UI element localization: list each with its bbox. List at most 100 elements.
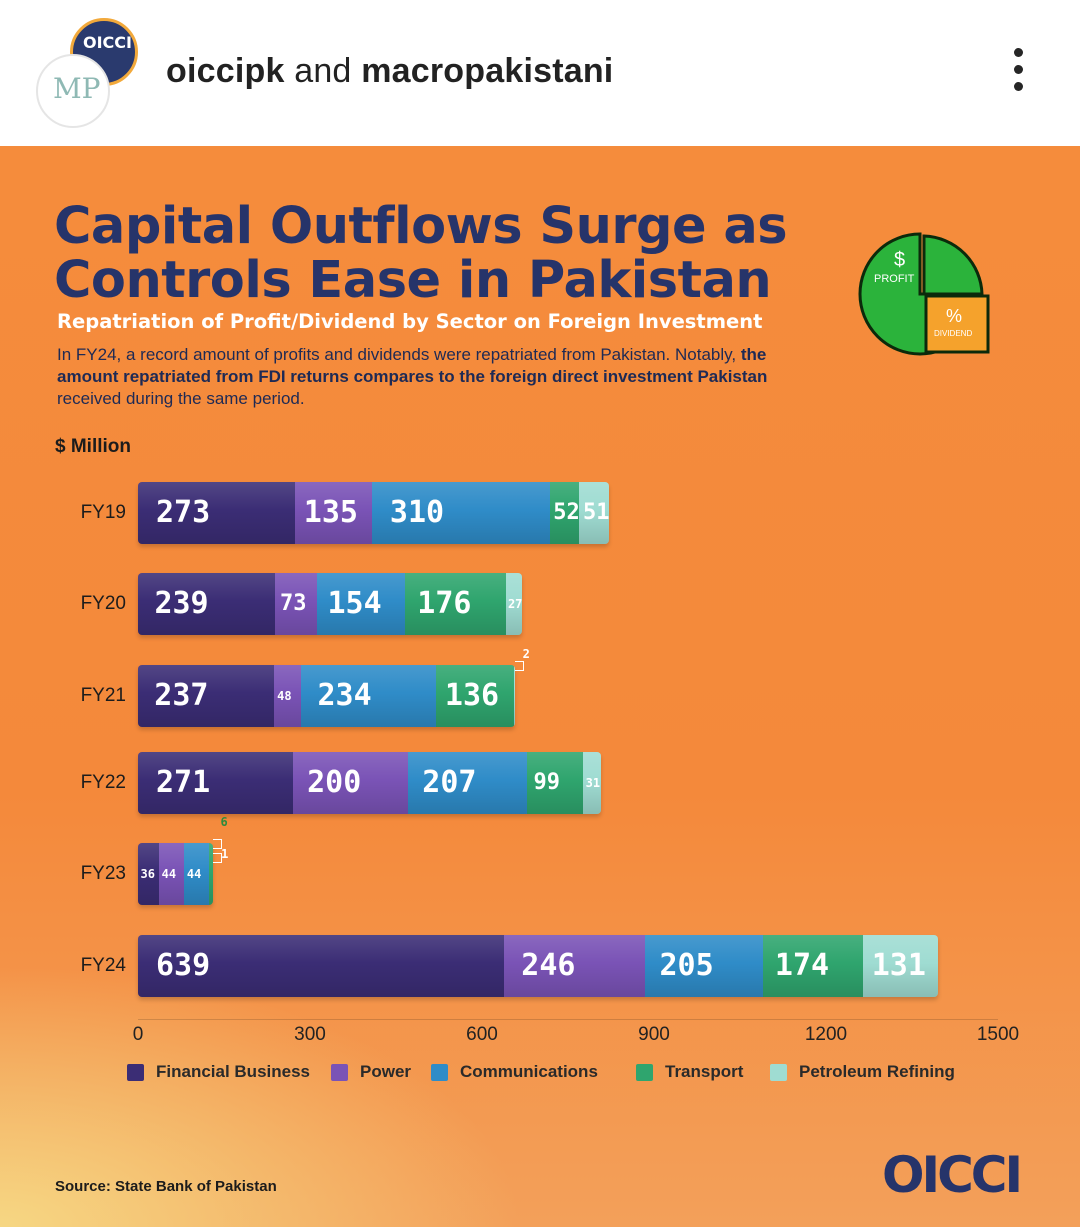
bar-segment-fy24-transport bbox=[762, 935, 863, 997]
data-label-fy22-communications: 207 bbox=[422, 765, 477, 800]
data-label-fy21-power: 48 bbox=[277, 689, 292, 703]
chart-subtitle: Repatriation of Profit/Dividend by Secto… bbox=[57, 310, 763, 333]
data-label-fy22-power: 200 bbox=[307, 765, 362, 800]
x-tick-900: 900 bbox=[638, 1024, 670, 1045]
row-label-fy24: FY24 bbox=[80, 955, 126, 976]
source-note: Source: State Bank of Pakistan bbox=[55, 1178, 277, 1195]
bar-segment-fy20-financial-business bbox=[138, 573, 276, 635]
x-tick-600: 600 bbox=[466, 1024, 498, 1045]
bar-segment-fy21-petroleum-refining bbox=[513, 665, 515, 727]
bar-fy21: 237 48 234 136 bbox=[138, 665, 515, 727]
oicci-logo: OICCI bbox=[882, 1146, 1023, 1204]
bar-segment-fy21-financial-business bbox=[138, 665, 274, 727]
bar-segment-fy23-financial-business bbox=[138, 843, 159, 905]
legend-swatch bbox=[770, 1063, 787, 1081]
bar-segment-fy22-power bbox=[293, 752, 409, 814]
bar-fy23: 36 44 44 bbox=[138, 843, 214, 905]
data-label-fy24-petroleum-refining: 131 bbox=[871, 948, 926, 983]
bar-segment-fy20-communications bbox=[316, 573, 406, 635]
desc-part-1: In FY24, a record amount of profits and … bbox=[57, 345, 741, 364]
data-label-fy20-communications: 154 bbox=[327, 586, 382, 621]
legend-item-petroleum-refining: Petroleum Refining bbox=[770, 1062, 955, 1082]
legend-swatch bbox=[127, 1063, 144, 1081]
pie-label-dividend: DIVIDEND bbox=[934, 329, 972, 338]
bar-segment-fy23-petroleum-refining bbox=[212, 843, 214, 905]
account-link-macropakistani[interactable]: macropakistani bbox=[361, 52, 614, 90]
legend-label: Transport bbox=[665, 1062, 744, 1081]
data-label-fy19-petroleum-refining: 51 bbox=[582, 500, 609, 525]
data-label-fy24-financial-business: 639 bbox=[156, 948, 211, 983]
bar-fy19: 273 135 310 52 51 bbox=[138, 482, 609, 544]
data-label-fy21-transport: 136 bbox=[444, 678, 500, 713]
row-label-fy20: FY20 bbox=[80, 593, 126, 614]
macropakistani-avatar[interactable]: MP bbox=[36, 54, 110, 128]
data-label-fy23-communications: 44 bbox=[186, 867, 202, 881]
legend-item-transport: Transport bbox=[636, 1062, 743, 1082]
data-label-fy23-financial-business: 36 bbox=[140, 867, 155, 881]
desc-part-2: received during the same period. bbox=[57, 389, 305, 408]
chart-description: In FY24, a record amount of profits and … bbox=[57, 344, 817, 410]
bar-segment-fy20-transport bbox=[405, 573, 507, 635]
bar-segment-fy24-power bbox=[504, 935, 646, 997]
data-label-fy19-financial-business: 273 bbox=[156, 495, 211, 530]
data-label-fy23-transport: 6 bbox=[220, 815, 228, 829]
data-label-fy21-financial-business: 237 bbox=[154, 678, 209, 713]
bar-segment-fy19-communications bbox=[371, 482, 550, 544]
legend-swatch bbox=[431, 1063, 448, 1081]
bar-segment-fy19-power bbox=[294, 482, 372, 544]
legend-label: Petroleum Refining bbox=[799, 1062, 955, 1081]
bar-fy24: 639 246 205 174 131 bbox=[138, 935, 938, 997]
bar-segment-fy23-transport bbox=[209, 843, 213, 905]
mp-avatar-text: MP bbox=[53, 72, 101, 105]
bar-segment-fy24-financial-business bbox=[138, 935, 505, 997]
x-tick-0: 0 bbox=[132, 1024, 144, 1045]
x-axis-line bbox=[138, 1019, 998, 1020]
legend-label: Communications bbox=[460, 1062, 598, 1081]
profit-dividend-pie-icon: $ PROFIT % DIVIDEND bbox=[858, 232, 990, 356]
legend-label: Power bbox=[360, 1062, 412, 1081]
data-label-fy23-petroleum-refining: 1 bbox=[221, 847, 229, 861]
row-label-fy23: FY23 bbox=[80, 863, 126, 884]
legend-swatch bbox=[331, 1063, 348, 1081]
bar-segment-fy20-power bbox=[275, 573, 317, 635]
bar-segment-fy24-petroleum-refining bbox=[862, 935, 938, 997]
unit-label: $ Million bbox=[55, 436, 131, 457]
row-label-fy22: FY22 bbox=[80, 772, 126, 793]
bar-segment-fy21-transport bbox=[435, 665, 514, 727]
bar-segment-fy21-power bbox=[273, 665, 302, 727]
pie-label-profit: PROFIT bbox=[874, 273, 915, 285]
desc-bold: the amount repatriated from FDI returns … bbox=[57, 345, 768, 386]
legend-item-financial-business: Financial Business bbox=[127, 1062, 310, 1082]
pie-symbol-profit: $ bbox=[894, 249, 905, 271]
bar-segment-fy23-communications bbox=[183, 843, 210, 905]
legend-item-communications: Communications bbox=[431, 1062, 598, 1082]
bar-segment-fy22-financial-business bbox=[138, 752, 294, 814]
x-tick-300: 300 bbox=[294, 1024, 326, 1045]
callout-line-fy21-4 bbox=[514, 661, 524, 671]
data-label-fy19-transport: 52 bbox=[553, 500, 580, 525]
bar-segment-fy22-transport bbox=[526, 752, 584, 814]
account-link-oiccipk[interactable]: oiccipk bbox=[166, 52, 285, 90]
bar-segment-fy20-petroleum-refining bbox=[506, 573, 522, 635]
legend-item-power: Power bbox=[331, 1062, 411, 1082]
data-label-fy19-communications: 310 bbox=[389, 495, 445, 530]
row-label-fy21: FY21 bbox=[80, 685, 126, 706]
account-names: oiccipk and macropakistani bbox=[166, 52, 613, 91]
data-label-fy21-communications: 234 bbox=[317, 678, 372, 713]
data-label-fy21-petroleum-refining: 2 bbox=[522, 647, 530, 661]
data-label-fy24-communications: 205 bbox=[659, 948, 714, 983]
bar-segment-fy19-transport bbox=[549, 482, 580, 544]
data-label-fy22-petroleum-refining: 31 bbox=[585, 776, 601, 790]
data-label-fy20-petroleum-refining: 27 bbox=[507, 597, 522, 611]
row-label-fy19: FY19 bbox=[80, 502, 126, 523]
data-label-fy20-power: 73 bbox=[280, 591, 307, 616]
pie-symbol-dividend: % bbox=[946, 306, 962, 326]
infographic-card: Capital Outflows Surge as Controls Ease … bbox=[0, 146, 1080, 1227]
more-options-icon[interactable] bbox=[1004, 48, 1032, 100]
legend-label: Financial Business bbox=[156, 1062, 310, 1081]
and-text: and bbox=[294, 52, 352, 90]
data-label-fy24-power: 246 bbox=[521, 948, 576, 983]
data-label-fy20-transport: 176 bbox=[417, 586, 472, 621]
data-label-fy24-transport: 174 bbox=[774, 948, 830, 983]
bar-fy22: 271 200 207 99 31 bbox=[138, 752, 602, 814]
